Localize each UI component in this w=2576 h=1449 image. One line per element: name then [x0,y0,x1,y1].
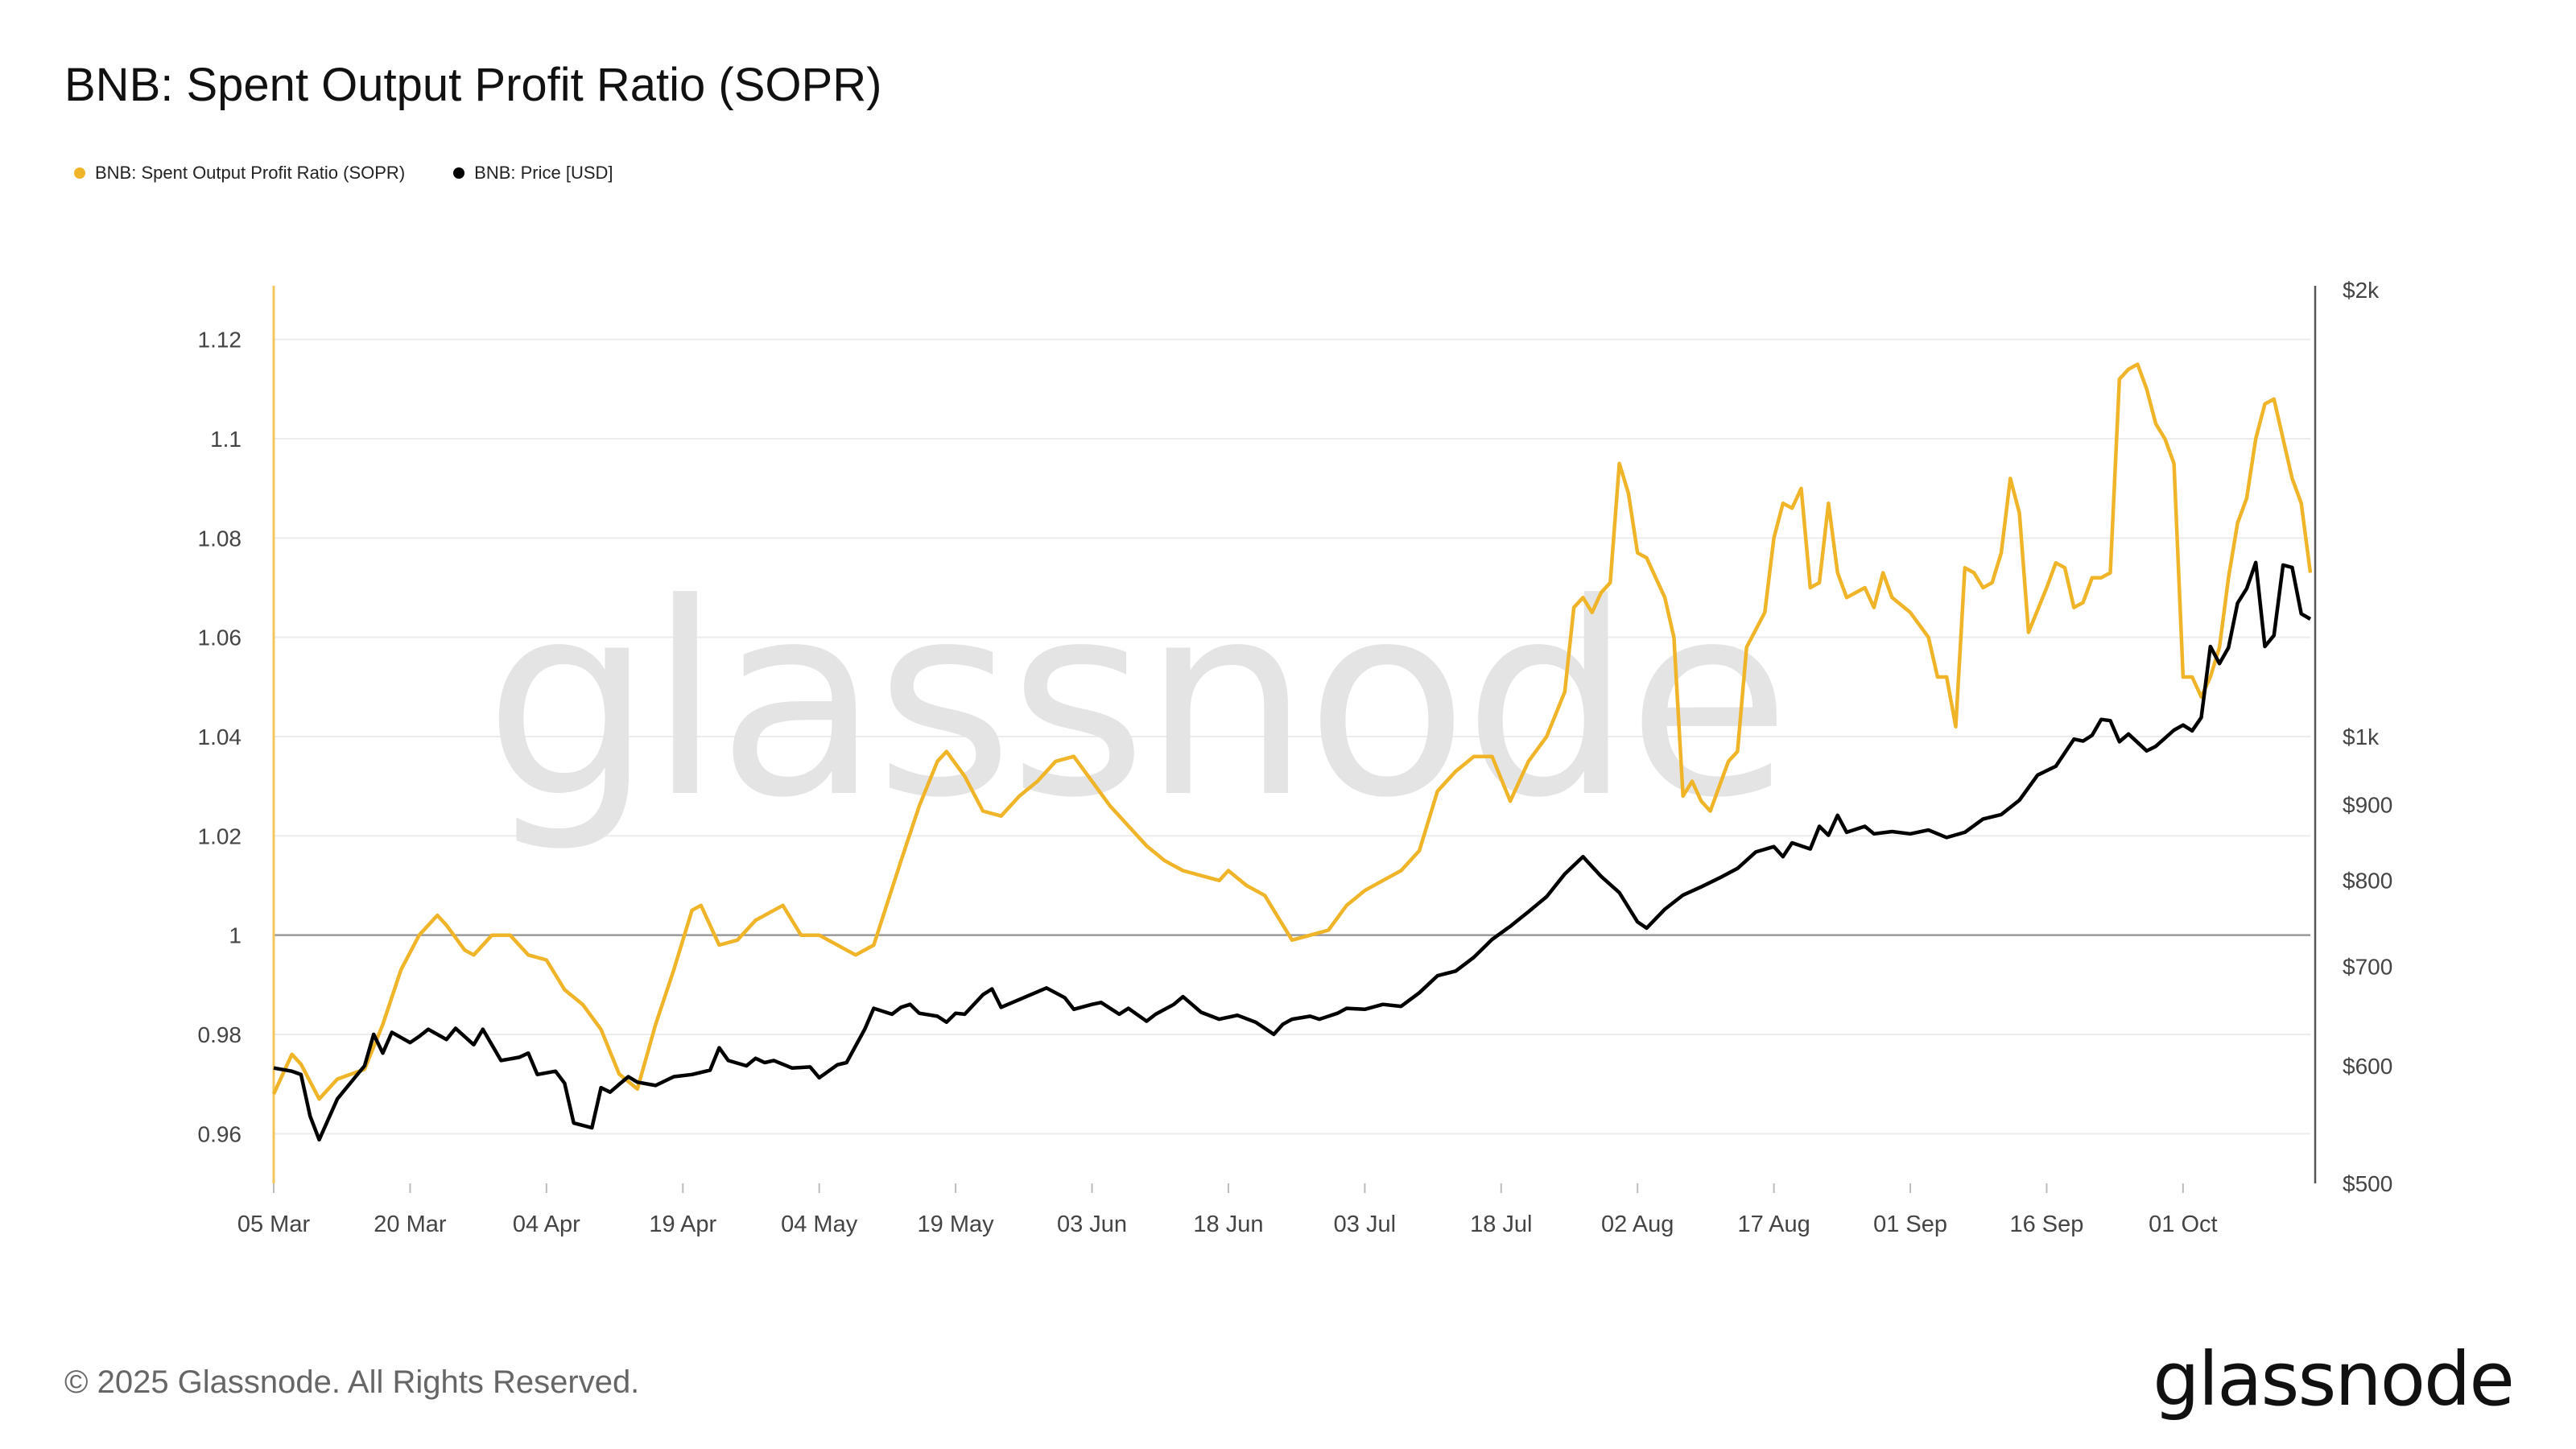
x-tick-label: 05 Mar [237,1212,311,1237]
legend-item-price[interactable]: BNB: Price [USD] [453,163,613,184]
x-tick-label: 04 May [781,1212,858,1237]
x-tick-label: 20 Mar [374,1212,447,1237]
y-tick-label-right: $2k [2343,278,2380,303]
y-tick-label-left: 1.1 [210,427,242,452]
y-tick-label-right: $1k [2343,724,2380,749]
chart-legend: BNB: Spent Output Profit Ratio (SOPR) BN… [74,163,613,184]
x-tick-label: 17 Aug [1737,1212,1810,1237]
legend-label-price: BNB: Price [USD] [474,163,613,183]
axis-labels: 0.96 0.98 1 1.02 1.04 1.06 1.08 1.1 1.12 05 Mar 20… [198,278,2393,1237]
legend-label-sopr: BNB: Spent Output Profit Ratio (SOPR) [95,163,406,183]
series-line-price [273,560,2312,1142]
x-tick-label: 18 Jun [1193,1212,1263,1237]
y-tick-label-right: $600 [2343,1054,2392,1079]
x-tick-label: 16 Sep [2009,1212,2083,1237]
x-tick-label: 02 Aug [1601,1212,1674,1237]
x-tick-label: 19 May [918,1212,995,1237]
watermark: glassnode [485,547,1786,856]
x-tick-label: 18 Jul [1470,1212,1532,1237]
x-tick-label: 01 Sep [1873,1212,1947,1237]
y-tick-label-right: $500 [2343,1171,2392,1196]
y-tick-label-right: $900 [2343,792,2392,817]
axes [272,286,2317,1193]
legend-swatch-price [453,167,465,179]
y-tick-label-left: 1.06 [198,625,242,650]
x-tick-label: 04 Apr [513,1212,580,1237]
chart-title: BNB: Spent Output Profit Ratio (SOPR) [64,59,882,111]
y-tick-label-right: $800 [2343,869,2392,894]
series-line-sopr [271,362,2313,1101]
y-tick-label-left: 1.12 [198,328,242,353]
x-tick-label: 19 Apr [649,1212,716,1237]
glassnode-logo: glassnode [2153,1336,2515,1422]
x-tick-label: 03 Jun [1057,1212,1127,1237]
y-tick-label-left: 0.96 [198,1121,242,1146]
y-tick-label-right: $700 [2343,955,2392,980]
y-tick-label-left: 1.08 [198,526,242,551]
y-tick-label-left: 1.04 [198,724,242,749]
y-tick-label-left: 1 [229,923,242,948]
grid-lines [274,338,2310,1135]
legend-item-sopr[interactable]: BNB: Spent Output Profit Ratio (SOPR) [74,163,405,184]
legend-swatch-sopr [74,167,85,179]
x-tick-label: 03 Jul [1334,1212,1396,1237]
y-tick-label-left: 1.02 [198,824,242,848]
x-tick-label: 01 Oct [2149,1212,2217,1237]
copyright-footer: © 2025 Glassnode. All Rights Reserved. [64,1364,640,1400]
y-tick-label-left: 0.98 [198,1022,242,1047]
series-lines [271,362,2313,1142]
